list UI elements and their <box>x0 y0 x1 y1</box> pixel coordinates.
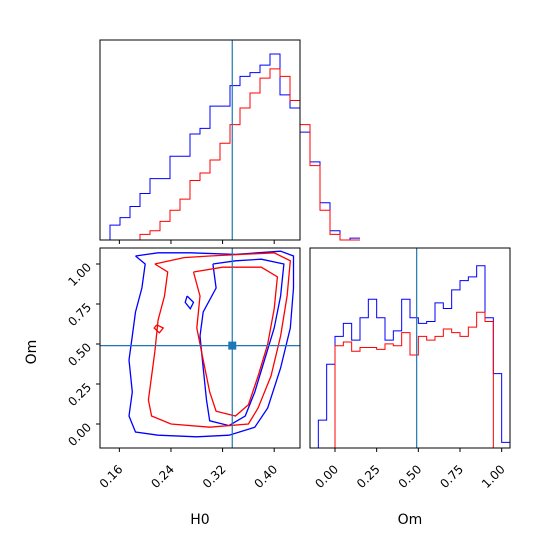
contour-xtick-label-3: 0.40 <box>252 462 281 491</box>
h0-marginal-panel <box>99 39 360 244</box>
x-axis-label-om: Om <box>398 512 423 528</box>
h0-hist-series-2 <box>100 68 360 241</box>
contour-ytick-label-4: 1.00 <box>65 260 94 289</box>
contour-6 <box>153 324 165 334</box>
x-axis-label-h0: H0 <box>190 512 209 528</box>
contour-3 <box>184 295 195 311</box>
om-hist-series-1 <box>310 265 510 449</box>
contour-5 <box>192 266 279 417</box>
contour-xtick-label-0: 0.16 <box>97 462 126 491</box>
truth-marker <box>228 341 237 350</box>
contour-ytick-label-1: 0.25 <box>65 380 94 409</box>
h0-frame <box>99 39 301 241</box>
om-xtick-label-4: 1.00 <box>479 462 508 491</box>
contour-xtick-label-1: 0.24 <box>148 462 177 491</box>
contour-2 <box>199 258 285 427</box>
om-xtick-label-1: 0.25 <box>354 462 383 491</box>
om-xtick-label-2: 0.50 <box>396 462 425 491</box>
om-marginal-panel: 0.00 0.25 0.50 0.75 1.00 <box>309 247 511 491</box>
om-xtick-label-3: 0.75 <box>437 462 466 491</box>
contour-1 <box>128 250 295 438</box>
om-frame <box>309 247 511 449</box>
contour-ytick-label-3: 0.75 <box>65 300 94 329</box>
y-axis-label-om: Om <box>24 340 40 365</box>
contour-ytick-label-2: 0.50 <box>65 340 94 369</box>
contour-frame <box>99 247 301 449</box>
h0-om-contour-panel: 0.16 0.24 0.32 0.40 0.00 0.25 0.50 0.75 1.00 <box>65 247 301 491</box>
contour-ytick-label-0: 0.00 <box>65 420 94 449</box>
h0-hist-series-1 <box>100 53 360 241</box>
contour-xtick-label-2: 0.32 <box>200 462 229 491</box>
om-hist-series-2 <box>310 311 510 449</box>
om-xtick-label-0: 0.00 <box>312 462 341 491</box>
